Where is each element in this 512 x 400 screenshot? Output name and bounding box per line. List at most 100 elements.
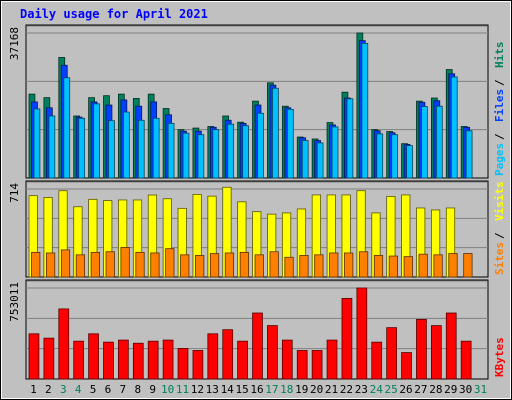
bar-pages-19 [301, 140, 309, 179]
bar-pages-8 [137, 119, 145, 179]
bar-sites-20 [314, 254, 324, 278]
x-tick-label-23: 23 [355, 383, 368, 396]
bar-sites-18 [284, 256, 294, 278]
y-max-label: 753011 [8, 282, 21, 322]
x-tick-label-26: 26 [399, 383, 412, 396]
chart-title: Daily usage for April 2021 [20, 7, 208, 21]
bar-pages-16 [257, 112, 264, 179]
bar-kbytes-28 [430, 325, 442, 380]
x-tick-label-10: 10 [161, 383, 174, 396]
bar-pages-22 [346, 98, 354, 179]
bar-sites-25 [388, 255, 398, 278]
bar-sites-27 [418, 253, 428, 278]
legend-visits: Visits [493, 181, 506, 221]
bar-sites-1 [31, 251, 41, 278]
bar-sites-16 [254, 254, 264, 278]
bar-pages-4 [78, 117, 86, 179]
x-tick-label-7: 7 [120, 383, 127, 396]
legend-separator: / [493, 232, 506, 239]
x-tick-label-11: 11 [176, 383, 189, 396]
bar-pages-12 [197, 134, 205, 179]
y-max-label: 37168 [8, 27, 21, 60]
bar-kbytes-15 [237, 340, 248, 380]
legend-pages: Pages [493, 143, 506, 176]
bar-kbytes-25 [386, 327, 397, 380]
bar-sites-14 [224, 252, 235, 278]
legend-kbytes: KBytes [493, 337, 506, 377]
bar-pages-11 [182, 132, 190, 179]
bar-kbytes-16 [252, 312, 263, 380]
bar-kbytes-9 [147, 340, 159, 380]
x-tick-label-28: 28 [429, 383, 442, 396]
bar-kbytes-18 [281, 339, 293, 380]
x-tick-label-13: 13 [206, 383, 219, 396]
bar-pages-13 [212, 129, 220, 179]
bar-pages-20 [316, 142, 324, 179]
legend-separator: / [493, 133, 506, 140]
bar-sites-2 [46, 252, 56, 278]
x-tick-label-30: 30 [459, 383, 472, 396]
bar-pages-21 [331, 126, 339, 179]
x-tick-label-3: 3 [60, 383, 67, 396]
bar-pages-9 [152, 117, 160, 179]
bar-sites-9 [150, 252, 160, 278]
bar-sites-13 [209, 253, 220, 278]
bar-kbytes-13 [207, 333, 219, 380]
x-tick-label-19: 19 [295, 383, 308, 396]
x-tick-label-17: 17 [265, 383, 278, 396]
x-tick-label-27: 27 [414, 383, 427, 396]
bar-pages-30 [465, 130, 473, 179]
bar-kbytes-12 [192, 350, 204, 380]
x-tick-label-1: 1 [30, 383, 37, 396]
bar-kbytes-22 [341, 297, 353, 380]
bar-sites-12 [195, 255, 205, 278]
bar-sites-15 [239, 251, 249, 278]
bar-kbytes-24 [371, 341, 383, 380]
x-tick-label-16: 16 [250, 383, 263, 396]
bar-pages-27 [421, 106, 428, 179]
bar-pages-25 [391, 134, 398, 179]
x-tick-label-15: 15 [235, 383, 248, 396]
bar-kbytes-20 [311, 350, 323, 380]
bar-kbytes-2 [43, 337, 55, 380]
bar-sites-8 [135, 251, 145, 278]
x-tick-label-22: 22 [340, 383, 353, 396]
bar-pages-15 [242, 125, 249, 179]
bar-sites-19 [299, 255, 309, 278]
bar-kbytes-29 [445, 312, 457, 380]
bar-kbytes-26 [401, 352, 412, 380]
bar-pages-17 [272, 87, 279, 179]
bar-kbytes-21 [326, 339, 338, 380]
x-tick-label-2: 2 [45, 383, 52, 396]
bar-pages-28 [435, 105, 443, 179]
legend-separator: / [493, 79, 506, 86]
bar-sites-29 [448, 253, 458, 278]
x-tick-label-12: 12 [191, 383, 204, 396]
bar-sites-22 [344, 252, 354, 278]
bar-pages-24 [376, 133, 384, 179]
bar-sites-3 [60, 249, 71, 278]
bar-pages-1 [33, 108, 41, 179]
bar-kbytes-4 [73, 340, 85, 380]
x-tick-label-4: 4 [75, 383, 82, 396]
bar-kbytes-17 [267, 325, 278, 380]
x-tick-label-9: 9 [149, 383, 156, 396]
x-tick-label-5: 5 [90, 383, 97, 396]
bar-pages-29 [450, 76, 458, 179]
bar-kbytes-11 [177, 348, 189, 380]
bar-sites-28 [433, 254, 443, 278]
bar-sites-11 [180, 254, 190, 278]
bar-kbytes-3 [58, 308, 70, 380]
bar-kbytes-5 [88, 333, 99, 380]
bar-kbytes-7 [118, 339, 129, 380]
bar-pages-7 [123, 111, 130, 179]
bar-kbytes-19 [296, 350, 308, 380]
x-tick-label-14: 14 [221, 383, 235, 396]
bar-sites-24 [373, 255, 384, 278]
bar-kbytes-14 [222, 329, 234, 380]
x-tick-label-20: 20 [310, 383, 323, 396]
bar-sites-10 [165, 248, 175, 278]
